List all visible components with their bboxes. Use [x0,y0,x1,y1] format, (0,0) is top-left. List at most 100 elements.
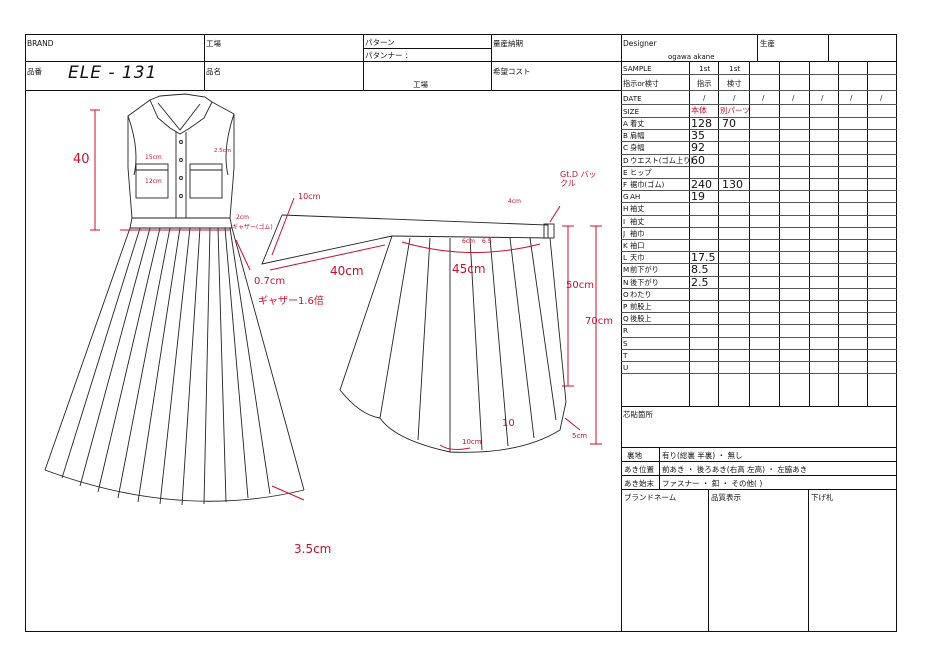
instruct-row: 指示or検寸 指示 検寸 [621,75,897,91]
annot-belt-length: 40cm [330,264,364,278]
spec-row-code: U [623,363,629,372]
item-no-value: ELE - 131 [68,63,158,83]
spec-row-code: E [623,167,628,177]
spec-row: D ウエスト(ゴム上り) 60 [621,153,897,167]
footer-line [621,475,897,476]
header-col-3 [491,34,492,90]
spec-row-value-main: 2.5 [691,275,709,289]
insert-label: 芯貼箇所 [623,410,653,419]
spec-row-value-main: 128 [691,117,712,130]
pattern-label: パターン [365,38,395,47]
spec-row-name: 袖丈 [630,204,645,214]
spec-row-code: N [623,277,629,287]
sample-col-1: 1st [699,64,711,73]
annot-elastic-1: 2cm [236,214,249,221]
spec-row-name: ウエスト(ゴム上り) [630,155,694,165]
footer-line [621,489,897,490]
instruct-label: 指示or検寸 [623,79,660,88]
spec-row-code: J [623,228,626,238]
annot-buckle-w: 4cm [508,198,521,205]
production-label: 生産 [760,39,775,48]
lining-label: 裏地 [627,451,642,460]
brand-name-label: ブランドネーム [624,493,677,502]
spec-row-code: O [623,289,629,299]
spec-row: B 肩幅 35 [621,130,897,143]
annot-skirt-small-1: 6cm [462,238,475,245]
spec-row-name: 袖巾 [630,228,645,238]
factory2-label: 工場 [413,80,428,89]
brand-label: BRAND [27,39,54,48]
spec-row-value-main: 17.5 [691,251,716,265]
size-row: SIZE 本体 別パーツ [621,105,897,118]
spec-row: O わたり [621,289,897,301]
pattern-mid-line [363,48,491,49]
size-col-1: 本体 [691,106,707,115]
size-col-2: 別パーツ [720,106,750,115]
opening-end-label: あき始末 [624,479,654,488]
footer-line [621,447,897,448]
spec-col-line [749,61,750,406]
annot-pocket-d: 2.5cm [214,148,232,154]
sample-row: SAMPLE 1st 1st [621,61,897,75]
opening-pos-label: あき位置 [624,465,654,474]
spec-row-name: 袖丈 [630,216,645,226]
target-cost-label: 希望コスト [493,67,531,76]
mass-delivery-label: 量産納期 [493,39,523,48]
spec-row: C 身幅 92 [621,141,897,155]
footer-col [659,447,660,489]
annot-hem-10b: 10 [502,418,515,429]
spec-row-value-main: 92 [691,141,705,155]
footer-col [708,489,709,632]
spec-table: SAMPLE 1st 1st 指示or検寸 指示 検寸 DATE / / / /… [621,61,897,406]
footer-line [621,406,897,407]
spec-col-line [689,61,690,406]
spec-row-name: 前下がり [630,265,659,275]
date-label: DATE [623,94,642,103]
annot-pocket-w: 15cm [145,154,162,161]
designer-name: ogawa akane [668,53,715,61]
spec-col-line [838,61,839,406]
spec-row: M 前下がり 8.5 [621,263,897,277]
annot-gather-ratio: ギャザー1.6倍 [258,296,324,307]
header-bottom-line [25,90,621,91]
factory-label: 工場 [206,39,221,48]
spec-row: N 後下がり 2.5 [621,275,897,289]
spec-col-line [779,61,780,406]
spec-row-code: I [623,216,626,226]
spec-row-code: Q [623,314,629,324]
sample-col-2: 1st [729,64,741,73]
spec-row-value-main: 240 [691,178,712,191]
opening-pos-value: 前あき ・ 後ろあき(右高 左高) ・ 左脇あき [662,465,808,474]
tag-label: 下げ札 [811,493,834,502]
patterner-label: パタンナー ： [365,51,413,60]
annot-skirt-waist: 45cm [452,262,486,276]
annot-skirt-len-70: 70cm [585,316,613,327]
spec-row-code: R [623,326,628,336]
skirt-sketch [261,214,567,453]
spec-row-value-main: 19 [691,190,705,204]
spec-row-code: D [623,155,629,165]
spec-row-name: わたり [630,289,652,299]
header-divider [25,61,897,62]
annot-hem-pleat: 3.5cm [294,542,332,556]
spec-row-name: ヒップ [630,167,652,177]
spec-row-name: 天巾 [630,253,645,263]
spec-row-code: F [623,180,628,189]
spec-row-code: P [623,302,628,311]
spec-row-name: 前股上 [630,302,652,311]
spec-row-code: L [623,253,628,263]
spec-row-value-main: 8.5 [691,263,709,277]
spec-row-code: S [623,338,628,348]
designer-label: Designer [623,39,657,48]
spec-row: G AH 19 [621,190,897,204]
spec-row-code: T [623,350,628,360]
spec-row-value-main: 60 [691,153,705,167]
spec-column-border [621,34,622,632]
header-col-2 [363,34,364,90]
spec-sheet-frame [25,34,897,632]
annot-skirt-len-50: 50cm [566,280,594,291]
opening-end-value: ファスナー ・ 釦 ・ その他( ) [662,479,763,488]
size-label: SIZE [623,107,640,116]
spec-row-name: 身幅 [630,143,645,153]
